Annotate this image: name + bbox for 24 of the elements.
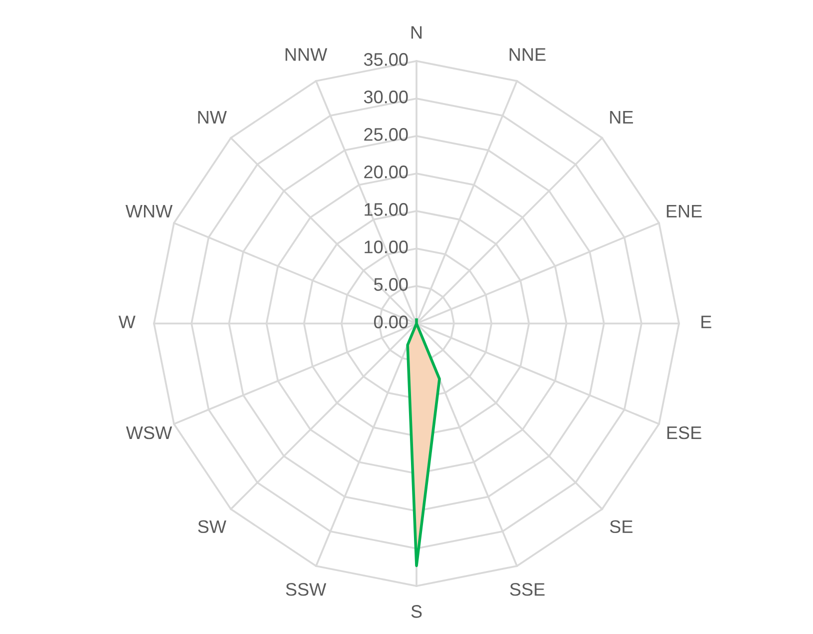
y-tick-label: 30.00	[364, 90, 408, 104]
y-tick-label: 0.00	[374, 316, 408, 328]
spoke-label: WSW	[126, 426, 172, 440]
spoke-label: NW	[198, 111, 227, 124]
spoke-label: SSW	[286, 583, 326, 596]
spoke-label: E	[701, 316, 712, 328]
spoke-label: ESE	[667, 426, 702, 440]
spoke-label: S	[411, 605, 422, 618]
spoke-label: N	[411, 26, 422, 39]
y-tick-label: 10.00	[364, 240, 408, 254]
spoke-label: SSE	[510, 583, 545, 596]
y-tick-label: 5.00	[374, 278, 408, 291]
spoke-label: SW	[198, 520, 226, 534]
y-tick-label: 15.00	[364, 203, 408, 216]
y-tick-label: 25.00	[364, 128, 408, 141]
spoke-label: NNE	[510, 48, 546, 61]
spoke-label: W	[118, 316, 136, 328]
y-tick-label: 20.00	[364, 166, 408, 178]
spoke-label: ENE	[666, 204, 702, 218]
spoke-label: WNW	[126, 204, 173, 218]
y-tick-label: 35.00	[364, 53, 408, 66]
spoke-label: NNW	[286, 48, 328, 61]
spoke-label: NE	[610, 111, 633, 124]
spoke-label: SE	[610, 520, 632, 534]
